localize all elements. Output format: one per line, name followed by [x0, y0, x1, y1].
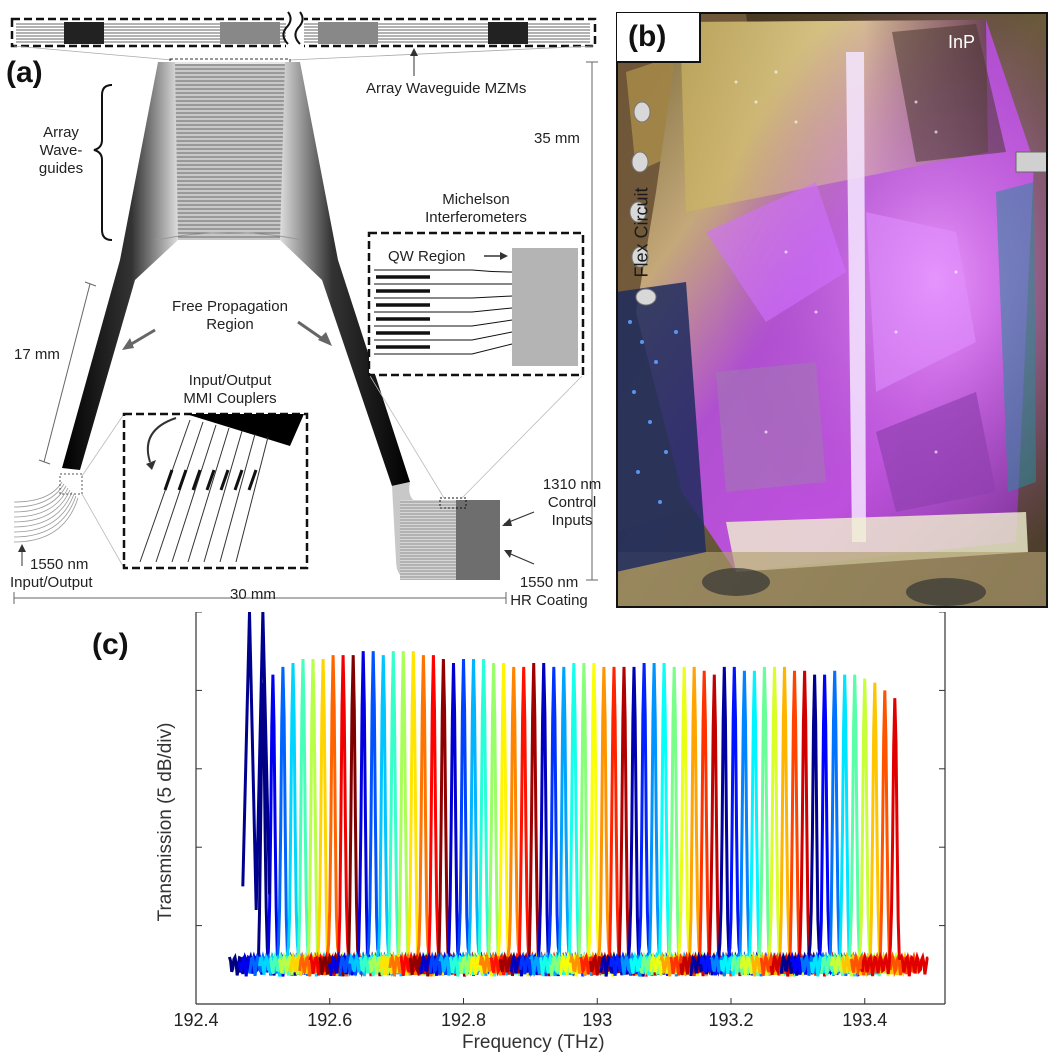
- center-bar: [846, 52, 866, 542]
- x-tick-label: 192.4: [173, 1010, 218, 1030]
- free-prop-arrow-right: [297, 320, 325, 342]
- length-30mm-label: 30 mm: [230, 586, 276, 603]
- label-line: Array: [43, 124, 79, 141]
- panel-a-schematic: (a) Array Waveguide MZMs Array Wave- gui…: [0, 0, 610, 612]
- qw-region-label: QW Region: [388, 248, 466, 265]
- mzm-block: [220, 22, 280, 44]
- panel-c-spectrum: (c) 192.4 192.6 192.8 193 193.2 193.4 Transmi…: [0, 612, 1057, 1053]
- mmi-couplers: [163, 469, 258, 491]
- array-brace: [93, 84, 113, 241]
- x-tick-label: 193.4: [842, 1010, 887, 1030]
- channel-trace: [620, 662, 689, 977]
- panel-b-photo: (b) InP Flex Circuit: [615, 11, 1057, 608]
- plot-area: [227, 612, 929, 978]
- x-axis-label: Frequency (THz): [462, 1032, 605, 1053]
- length-17mm-label: 17 mm: [14, 346, 60, 363]
- label-line: Free Propagation: [172, 298, 288, 315]
- mmi-waveguides: [139, 419, 269, 563]
- x-tick-labels: 192.4 192.6 192.8 193 193.2 193.4: [173, 1010, 887, 1030]
- wire-bonds: [629, 101, 657, 306]
- array-waveguide-lines: [175, 64, 288, 240]
- flex-circuit-label: Flex Circuit: [631, 187, 652, 278]
- array-waveguides-label: Array Wave- guides: [26, 124, 96, 178]
- mzm-block: [64, 22, 104, 44]
- transmission-chart: 192.4 192.6 192.8 193 193.2 193.4: [173, 612, 946, 1030]
- label-line: Control: [547, 494, 597, 511]
- x-tick-label: 192.6: [307, 1010, 352, 1030]
- channel-trace: [840, 682, 910, 978]
- inp-label: InP: [948, 32, 976, 52]
- axes: [195, 612, 946, 1005]
- mzm-block: [488, 22, 528, 44]
- awg-layout-diagram: [10, 10, 598, 604]
- panel-b-letter-box: [615, 11, 701, 63]
- michelson-label: Michelson Interferometers: [406, 191, 546, 227]
- free-propagation-label: Free Propagation Region: [150, 298, 310, 334]
- panel-b-letter: (b): [628, 20, 667, 53]
- mmi-couplers-label: Input/Output MMI Couplers: [150, 372, 310, 408]
- michelson-waveguides: [374, 269, 513, 355]
- mmi-callout-arrow: [146, 417, 177, 463]
- y-axis-label: Transmission (5 dB/div): [155, 722, 176, 922]
- qw-region-block: [512, 248, 578, 366]
- x-tick-label: 193.2: [708, 1010, 753, 1030]
- mzm-block: [318, 22, 378, 44]
- x-tick-label: 193: [582, 1010, 612, 1030]
- io-1550-label-line1: 1550 nm: [30, 556, 89, 573]
- label-line: guides: [38, 160, 84, 177]
- right-star-coupler-arm: [280, 62, 410, 486]
- label-line: MMI Couplers: [183, 390, 277, 407]
- label-line: Region: [206, 316, 254, 333]
- length-35mm-label: 35 mm: [534, 130, 580, 147]
- mmi-coupler-block: [186, 414, 304, 446]
- probe: [1015, 151, 1049, 173]
- flex-circuit: [616, 282, 706, 572]
- x-tick-label: 192.8: [441, 1010, 486, 1030]
- left-star-coupler-arm: [62, 62, 178, 470]
- label-line: Interferometers: [425, 209, 527, 226]
- device-photo: [615, 11, 1057, 608]
- label-line: Input/Output: [188, 372, 272, 389]
- channel-trace: [399, 655, 468, 977]
- panel-a-letter: (a): [6, 56, 43, 89]
- io-1550-label-line2: Input/Output: [10, 574, 93, 591]
- michelson-arms: [376, 275, 430, 349]
- y-axis-label-wrap: Transmission (5 dB/div): [148, 672, 184, 972]
- label-line: 1310 nm: [542, 476, 602, 493]
- label-line: Inputs: [551, 512, 593, 529]
- hr-coating-label: 1550 nm HR Coating: [494, 574, 604, 610]
- label-line: Michelson: [442, 191, 510, 208]
- label-line: HR Coating: [510, 592, 588, 609]
- channel-trace-spike: [241, 612, 272, 910]
- io-waveguides: [13, 481, 79, 543]
- label-line: Wave-: [39, 142, 83, 159]
- qw-block: [456, 500, 500, 580]
- label-line: 1550 nm: [519, 574, 579, 591]
- control-inputs-label: 1310 nm Control Inputs: [534, 476, 610, 530]
- channel-trace: [268, 658, 338, 976]
- panel-c-letter: (c): [92, 628, 129, 661]
- array-waveguide-mzms-label: Array Waveguide MZMs: [366, 80, 527, 97]
- free-prop-arrow-left: [127, 328, 156, 348]
- dim-17mm: [43, 283, 91, 463]
- channel-trace: [860, 698, 929, 977]
